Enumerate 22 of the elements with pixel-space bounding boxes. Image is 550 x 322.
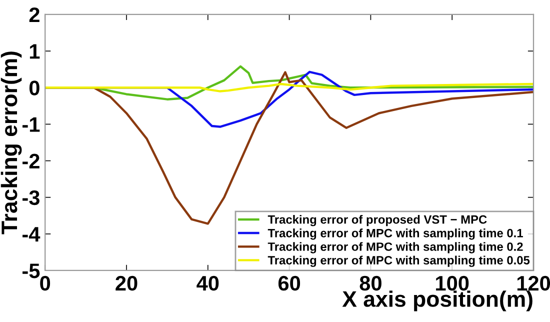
- x-tick-label: 120: [517, 276, 550, 291]
- y-tick-label: -1: [22, 117, 40, 132]
- legend-label: Tracking error of MPC with sampling time 0.1: [268, 228, 523, 240]
- x-tick-label: 80: [360, 276, 382, 291]
- legend-label: Tracking error of proposed VST − MPC: [268, 214, 487, 226]
- y-tick-label: -4: [22, 227, 40, 242]
- line-series: [45, 82, 534, 92]
- y-tick-label: 1: [30, 44, 40, 59]
- y-tick-label: -2: [22, 154, 40, 168]
- x-axis-title: X axis position(m): [342, 290, 532, 312]
- x-tick-label: 20: [116, 276, 138, 291]
- y-tick-label: -5: [22, 264, 40, 278]
- x-tick-label: 60: [278, 276, 300, 291]
- y-tick-label: -3: [22, 190, 40, 206]
- y-tick-label: 0: [29, 80, 40, 96]
- x-tick-label: 0: [40, 276, 50, 291]
- legend-label: Tracking error of MPC with sampling time 0.05: [268, 256, 530, 267]
- legend-label: Tracking error of MPC with sampling time 0.2: [268, 242, 523, 254]
- y-tick-label: 2: [29, 7, 40, 22]
- x-tick-label: 100: [436, 276, 469, 291]
- y-axis-title: Tracking error(m): [0, 52, 22, 234]
- x-tick-label: 40: [196, 276, 219, 291]
